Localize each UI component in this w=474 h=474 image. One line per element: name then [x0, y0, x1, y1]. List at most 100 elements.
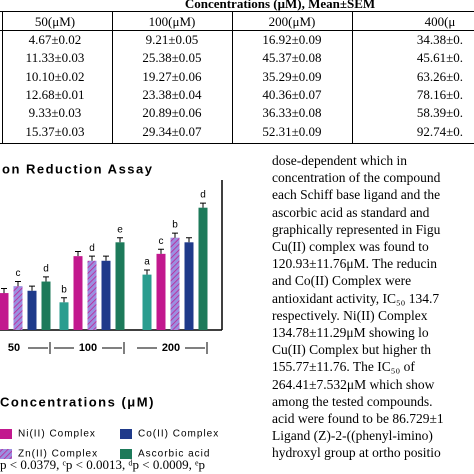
table-cell: 29.34±0.07 — [142, 123, 202, 139]
bar — [115, 242, 125, 330]
table-cell: 92.74±0. — [416, 123, 464, 139]
body-text-line: 134.78±11.29μM showing lo — [272, 325, 429, 340]
error-bar — [186, 237, 192, 243]
bar — [198, 207, 208, 330]
x-tick-label: 50 — [8, 342, 20, 354]
bar — [27, 290, 37, 330]
bar — [170, 237, 180, 330]
error-bar — [15, 281, 21, 287]
significance-label: c — [16, 268, 21, 279]
table-cell: 11.33±0.03 — [25, 50, 85, 66]
figure: on Reduction Assay Concentrations (μM) 5… — [0, 161, 223, 460]
error-bar — [103, 255, 109, 261]
bar — [184, 242, 194, 330]
table-cell: 4.67±0.02 — [28, 32, 82, 47]
error-bar — [29, 285, 35, 291]
significance-label: d — [89, 243, 95, 254]
table-rule — [0, 30, 474, 31]
legend-swatch — [120, 449, 132, 459]
significance-label: d — [43, 264, 49, 275]
bar — [156, 253, 166, 330]
table-cell: 12.68±0.01 — [25, 86, 85, 102]
error-bar — [144, 269, 150, 275]
body-text-line: dose-dependent which in — [272, 153, 407, 168]
error-bar — [89, 255, 95, 261]
legend-label: Zn(II) Complex — [18, 449, 98, 460]
table-cell: 19.27±0.06 — [142, 68, 202, 84]
significance-label: c — [159, 236, 164, 247]
body-text-line: concentration of the compound — [272, 170, 441, 186]
significance-label: b — [172, 220, 178, 231]
legend-swatch — [0, 449, 12, 459]
bar — [41, 281, 51, 330]
body-text-line: among the tested compounds. — [272, 393, 433, 409]
legend-label: Ascorbic acid — [138, 449, 210, 460]
table-cell: 20.89±0.06 — [142, 105, 202, 121]
body-text-line: acid were found to be 86.729±1 — [272, 411, 444, 426]
error-bar — [158, 248, 164, 254]
table-cell: 40.36±0.07 — [262, 86, 322, 102]
error-bar — [117, 237, 123, 243]
significance-label: e — [117, 224, 123, 235]
body-text-line: Cu(II) Complex but higher th — [272, 342, 431, 358]
table-cell: 63.26±0. — [416, 68, 464, 84]
table-cell: 45.61±0. — [416, 50, 464, 66]
error-bar — [172, 232, 178, 238]
table-rule — [2, 11, 3, 143]
legend-label: Ni(II) Complex — [18, 429, 96, 440]
table-cell: 16.92±0.09 — [262, 32, 322, 47]
column-header: 50(μM) — [34, 14, 76, 29]
table-cell: 10.10±0.02 — [25, 68, 85, 84]
significance-label: a — [144, 257, 150, 268]
significance-label: b — [61, 284, 67, 295]
x-tick-label: 100 — [79, 342, 97, 354]
body-text-line: and Co(II) Complex were — [272, 273, 412, 289]
body-text-line: hydroxyl group at ortho positio — [272, 445, 441, 461]
table-cell: 23.38±0.04 — [142, 86, 202, 102]
bar — [13, 286, 23, 330]
body-text-line: antioxidant activity, IC₅₀ 134.7 — [272, 290, 440, 306]
x-axis-label: Concentrations (μM) — [0, 394, 155, 409]
footnote: p < 0.0379, ᶜp < 0.0013, ᵈp < 0.0009, ᵉp — [0, 457, 205, 472]
table-rule — [232, 11, 233, 143]
body-text-line: 120.93±11.76μM. The reducin — [272, 256, 437, 272]
body-text-line: Ligand (Z)-2-((phenyl-imino) — [272, 428, 433, 444]
column-header: 200(μM) — [268, 14, 316, 29]
error-bar — [43, 276, 49, 282]
table-cell: 15.37±0.03 — [25, 123, 85, 139]
bar — [73, 256, 83, 330]
chart-title: on Reduction Assay — [2, 161, 153, 176]
error-bar — [200, 202, 206, 208]
body-text-line: each Schiff base ligand and the — [272, 187, 441, 203]
column-header: 100(μM) — [148, 14, 196, 29]
column-header: 400(μ — [424, 14, 456, 29]
bar — [142, 274, 152, 330]
legend-swatch — [0, 429, 12, 439]
body-text-line: respectively. Ni(II) Complex — [272, 307, 428, 323]
table-cell: 52.31±0.09 — [262, 123, 322, 139]
body-text-line: 155.77±11.76. The IC₅₀ of — [272, 359, 415, 375]
body-text-line: graphically represented in Figu — [272, 221, 441, 237]
table-cell: 78.16±0. — [416, 86, 464, 102]
body-text-line: Cu(II) complex was found to — [272, 239, 429, 254]
body-text-line: 264.41±7.532μM which show — [272, 376, 435, 392]
error-bar — [61, 297, 67, 303]
bar — [59, 302, 69, 330]
x-tick-label: 200 — [162, 342, 180, 354]
bar — [101, 260, 111, 330]
table-rule — [0, 143, 474, 144]
bar — [87, 260, 97, 330]
table-rule — [112, 11, 113, 143]
table-cell: 34.38±0. — [416, 32, 464, 47]
legend-label: Co(II) Complex — [138, 429, 219, 440]
table-cell: 9.21±0.05 — [145, 32, 199, 47]
table-title: Concentrations (μM), Mean±SEM — [184, 0, 376, 11]
table-cell: 45.37±0.08 — [262, 50, 322, 66]
error-bar — [1, 287, 7, 294]
legend-swatch — [120, 429, 132, 439]
table-cell: 58.39±0. — [416, 105, 464, 121]
table-rule — [0, 11, 474, 12]
table-cell: 25.38±0.05 — [142, 50, 202, 66]
significance-label: d — [200, 190, 206, 201]
